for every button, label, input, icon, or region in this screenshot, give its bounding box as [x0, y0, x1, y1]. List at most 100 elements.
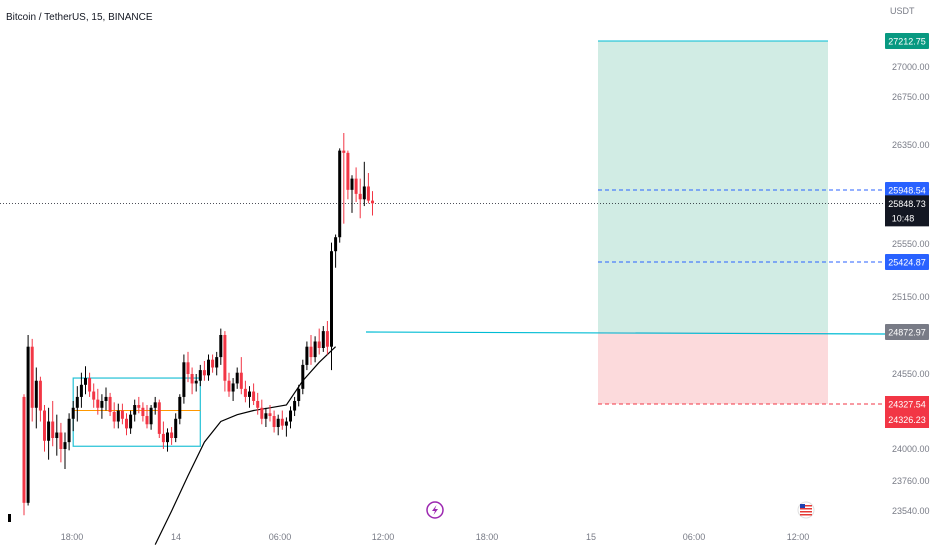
candle[interactable]	[227, 372, 231, 397]
candle[interactable]	[358, 178, 362, 219]
candle[interactable]	[211, 354, 215, 373]
candle[interactable]	[256, 392, 260, 415]
candle[interactable]	[43, 405, 46, 452]
candle[interactable]	[260, 399, 264, 425]
candle[interactable]	[137, 396, 141, 414]
candle[interactable]	[51, 400, 55, 447]
candle[interactable]	[239, 357, 243, 395]
candle[interactable]	[63, 432, 67, 469]
candle[interactable]	[272, 410, 276, 433]
event-markers[interactable]	[426, 501, 815, 519]
candle[interactable]	[276, 414, 280, 436]
candle[interactable]	[198, 364, 202, 387]
candle[interactable]	[133, 399, 137, 422]
candle[interactable]	[141, 402, 145, 422]
candle[interactable]	[38, 376, 42, 422]
candle[interactable]	[252, 383, 256, 406]
candle[interactable]	[71, 400, 75, 432]
candle[interactable]	[108, 392, 112, 417]
lightning-icon[interactable]	[426, 501, 444, 519]
candle[interactable]	[215, 351, 219, 376]
candle[interactable]	[305, 341, 309, 371]
candle[interactable]	[342, 133, 346, 224]
price-axis[interactable]: 27000.0026750.0026350.0025950.0025550.00…	[892, 62, 930, 516]
candle[interactable]	[366, 173, 370, 204]
candle[interactable]	[202, 360, 206, 381]
candle[interactable]	[350, 175, 354, 213]
candle[interactable]	[153, 396, 157, 415]
candle[interactable]	[100, 394, 104, 419]
candle[interactable]	[170, 427, 174, 445]
candle[interactable]	[190, 367, 194, 395]
candle[interactable]	[321, 326, 325, 352]
profit-zone[interactable]	[598, 41, 828, 332]
candle[interactable]	[186, 351, 190, 383]
candle[interactable]	[55, 414, 59, 456]
level-lines[interactable]	[0, 189, 887, 405]
candle[interactable]	[75, 386, 79, 422]
candle[interactable]	[325, 321, 329, 355]
candle[interactable]	[264, 407, 268, 428]
candle[interactable]	[96, 388, 100, 415]
candle[interactable]	[346, 150, 350, 200]
candle[interactable]	[207, 354, 210, 381]
us-flag-icon[interactable]	[797, 501, 815, 519]
candle[interactable]	[338, 148, 342, 243]
candle[interactable]	[243, 380, 247, 403]
candle[interactable]	[231, 378, 235, 401]
candle[interactable]	[84, 366, 87, 395]
time-axis[interactable]: 18:00 14 06:00 12:00 18:00 15 06:00 12:00	[61, 532, 810, 542]
candle-body	[202, 370, 206, 376]
candle[interactable]	[47, 407, 51, 460]
candle[interactable]	[149, 405, 153, 430]
candle[interactable]	[182, 354, 186, 404]
candle[interactable]	[79, 372, 83, 408]
candle[interactable]	[129, 410, 133, 434]
candle[interactable]	[92, 383, 96, 408]
candle[interactable]	[317, 328, 321, 355]
candle[interactable]	[309, 334, 313, 365]
candle[interactable]	[280, 410, 284, 430]
candle[interactable]	[248, 386, 251, 408]
candle[interactable]	[22, 394, 26, 516]
candle[interactable]	[120, 403, 124, 425]
candle[interactable]	[161, 421, 165, 449]
candle[interactable]	[166, 428, 169, 452]
candle[interactable]	[194, 374, 198, 392]
candle[interactable]	[34, 367, 38, 429]
candle[interactable]	[223, 331, 227, 392]
candle[interactable]	[88, 372, 92, 397]
candle[interactable]	[301, 359, 305, 395]
candle[interactable]	[125, 413, 128, 436]
candle[interactable]	[59, 422, 63, 463]
candle[interactable]	[116, 403, 120, 429]
candle[interactable]	[371, 191, 374, 216]
position-zones[interactable]	[598, 40, 828, 404]
candle[interactable]	[145, 405, 149, 429]
candle[interactable]	[104, 387, 108, 411]
candle[interactable]	[67, 413, 71, 451]
candle[interactable]	[354, 167, 358, 202]
entry-line[interactable]	[365, 331, 887, 335]
candle[interactable]	[235, 367, 239, 389]
loss-zone[interactable]	[598, 332, 828, 404]
candle[interactable]	[330, 242, 333, 371]
candle[interactable]	[219, 328, 223, 365]
candle[interactable]	[112, 402, 116, 429]
candles[interactable]	[22, 133, 375, 516]
candle[interactable]	[297, 384, 301, 407]
candle[interactable]	[334, 234, 338, 268]
candle[interactable]	[289, 406, 292, 429]
candle[interactable]	[284, 417, 288, 437]
candle[interactable]	[178, 394, 182, 425]
candle[interactable]	[293, 396, 297, 417]
candle[interactable]	[174, 413, 178, 443]
candle[interactable]	[30, 338, 34, 422]
candle[interactable]	[268, 405, 272, 422]
candle[interactable]	[157, 399, 161, 439]
candle[interactable]	[26, 334, 30, 506]
candle[interactable]	[362, 161, 366, 207]
candle[interactable]	[313, 336, 317, 363]
candle-body	[145, 416, 149, 425]
